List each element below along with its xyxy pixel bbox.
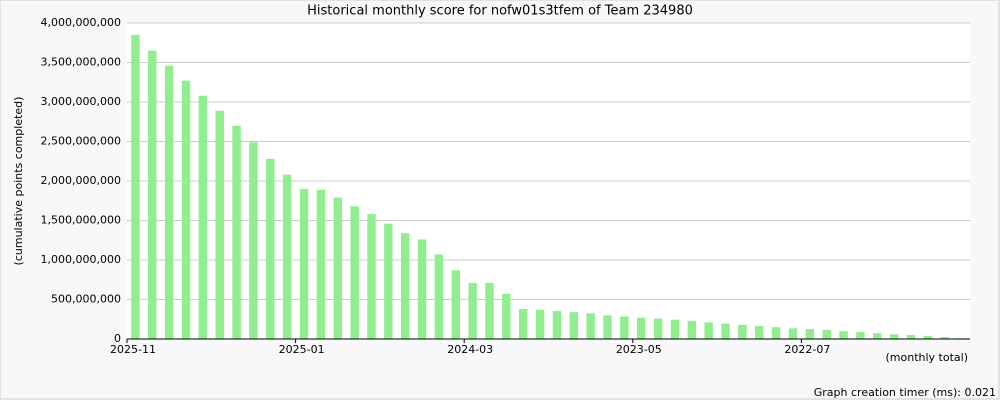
- x-axis-label: (monthly total): [886, 351, 969, 364]
- bar: [535, 309, 545, 339]
- x-tick-label: 2024-03: [447, 343, 493, 356]
- y-tick-label: 3,500,000,000: [41, 56, 121, 69]
- bar: [350, 206, 359, 339]
- footer: Graph creation timer (ms): 0.021: [814, 386, 996, 399]
- x-tick-label: 2025-11: [110, 343, 156, 356]
- x-tick-label: 2022-07: [784, 343, 830, 356]
- bar: [485, 282, 494, 339]
- bar: [755, 325, 764, 339]
- bar: [367, 214, 376, 339]
- bar: [164, 65, 174, 339]
- bar: [131, 34, 140, 339]
- bar: [721, 323, 730, 339]
- bar: [215, 110, 224, 339]
- bar: [637, 317, 646, 339]
- bar: [400, 233, 410, 339]
- y-tick-label: 2,500,000,000: [41, 135, 121, 148]
- bar: [704, 322, 713, 339]
- bar: [282, 174, 292, 339]
- bar: [316, 189, 326, 339]
- chart-title: Historical monthly score for nofw01s3tfe…: [307, 4, 693, 19]
- bar: [923, 335, 933, 339]
- bar: [687, 320, 697, 339]
- y-tick-label: 1,000,000,000: [41, 253, 121, 266]
- y-tick-label: 1,500,000,000: [41, 214, 121, 227]
- y-tick-label: 4,000,000,000: [41, 16, 121, 29]
- bar: [333, 197, 342, 339]
- y-tick-label: 500,000,000: [51, 293, 121, 306]
- bar: [771, 327, 781, 339]
- bar: [873, 333, 882, 339]
- bar: [451, 270, 460, 339]
- y-axis-label: (cumulative points completed): [12, 97, 25, 266]
- bar: [232, 125, 241, 339]
- bar: [788, 328, 798, 339]
- bar: [569, 312, 579, 339]
- bar: [266, 158, 275, 339]
- x-tick-label: 2025-01: [279, 343, 325, 356]
- bar: [738, 324, 747, 339]
- bar: [620, 316, 629, 339]
- bar: [468, 282, 477, 339]
- bar: [822, 329, 831, 339]
- bar: [940, 337, 949, 339]
- bar: [384, 223, 393, 339]
- bar: [805, 329, 815, 339]
- bar: [906, 335, 916, 339]
- bar: [889, 334, 899, 339]
- bar: [839, 331, 848, 339]
- bar: [148, 50, 157, 340]
- bar: [181, 80, 191, 340]
- bar: [502, 293, 511, 339]
- bar: [856, 331, 865, 339]
- bar: [249, 142, 258, 339]
- bar: [417, 239, 427, 339]
- bar: [518, 308, 528, 339]
- bar: [670, 319, 680, 339]
- y-tick-label: 2,000,000,000: [41, 174, 121, 187]
- bar: [603, 315, 612, 339]
- bar: [653, 318, 663, 339]
- bar: [299, 188, 309, 339]
- y-tick-label: 3,000,000,000: [41, 95, 121, 108]
- bar: [198, 95, 208, 340]
- bar: [586, 313, 595, 339]
- bar: [552, 310, 562, 339]
- y-tick-label: 0: [114, 332, 121, 345]
- bar: [434, 254, 444, 339]
- x-tick-label: 2023-05: [616, 343, 662, 356]
